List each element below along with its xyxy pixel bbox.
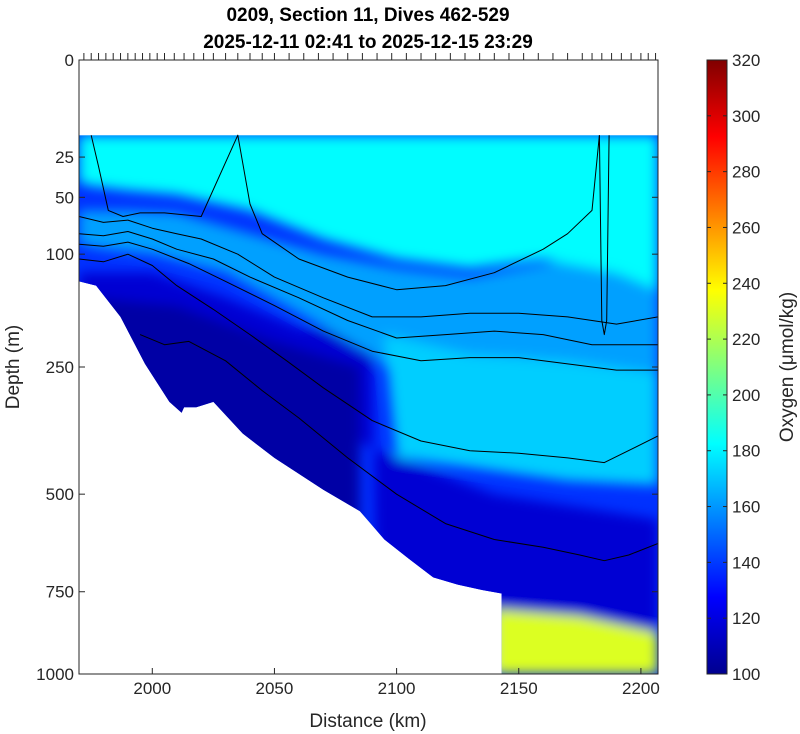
y-axis: 0 25 50 100 250 500 750 1000: [36, 51, 658, 684]
colorbar-tick-label: 220: [732, 330, 760, 349]
x-tick-label: 2000: [133, 679, 171, 698]
colorbar-tick-label: 180: [732, 442, 760, 461]
oxygen-minimum-core: [79, 272, 658, 674]
oxygen-contour-line-3: [79, 231, 658, 346]
oxygen-contour-line-2: [79, 216, 658, 325]
bottom-water-east: [494, 609, 658, 674]
upper-layer: [79, 135, 658, 290]
colorbar-tick-label: 300: [732, 107, 760, 126]
x-axis: 2000 2050 2100 2150 2200: [133, 668, 660, 698]
colorbar: [706, 59, 728, 675]
chart-title-line-1: 0209, Section 11, Dives 462-529: [226, 5, 509, 26]
colorbar-tick-label: 160: [732, 498, 760, 517]
colorbar-tick-label: 320: [732, 51, 760, 70]
oxygen-field: [79, 135, 658, 674]
x-tick-label: 2150: [500, 679, 538, 698]
y-tick-label: 750: [46, 583, 74, 602]
oxygen-contour-line-4: [79, 241, 658, 371]
y-tick-label: 250: [46, 358, 74, 377]
x-tick-label: 2100: [378, 679, 416, 698]
y-axis-label: Depth (m): [3, 325, 24, 409]
x-axis-label: Distance (km): [309, 711, 426, 732]
y-tick-label: 25: [55, 148, 74, 167]
y-tick-label: 50: [55, 188, 74, 207]
oxygen-contour-line-6: [139, 334, 658, 562]
chart-title-line-2: 2025-12-11 02:41 to 2025-12-15 23:29: [203, 32, 533, 53]
oxygen-contour-line-7: [598, 135, 610, 336]
colorbar-tick-label: 240: [732, 274, 760, 293]
oxygen-contours: [79, 134, 658, 562]
oxygen-contour-line-5: [79, 253, 658, 464]
colorbar-tick-label: 100: [732, 665, 760, 684]
x-tick-label: 2200: [622, 679, 660, 698]
oxygen-contour-line-1: [90, 134, 600, 291]
colorbar-ticks: 100 120 140 160 180 200 220 240 260 280 300 320: [707, 51, 760, 684]
colorbar-label: Oxygen (μmol/kg): [777, 292, 798, 442]
plot-area: [79, 134, 658, 674]
colorbar-tick-label: 200: [732, 386, 760, 405]
colorbar-tick-label: 120: [732, 609, 760, 628]
y-tick-label: 500: [46, 485, 74, 504]
colorbar-tick-label: 260: [732, 218, 760, 237]
y-tick-label: 1000: [36, 665, 74, 684]
y-tick-label: 100: [46, 245, 74, 264]
colorbar-tick-label: 280: [732, 163, 760, 182]
colorbar-tick-label: 140: [732, 553, 760, 572]
x-tick-label: 2050: [256, 679, 294, 698]
dive-tick-marks: [83, 53, 657, 60]
y-tick-label: 0: [65, 51, 74, 70]
